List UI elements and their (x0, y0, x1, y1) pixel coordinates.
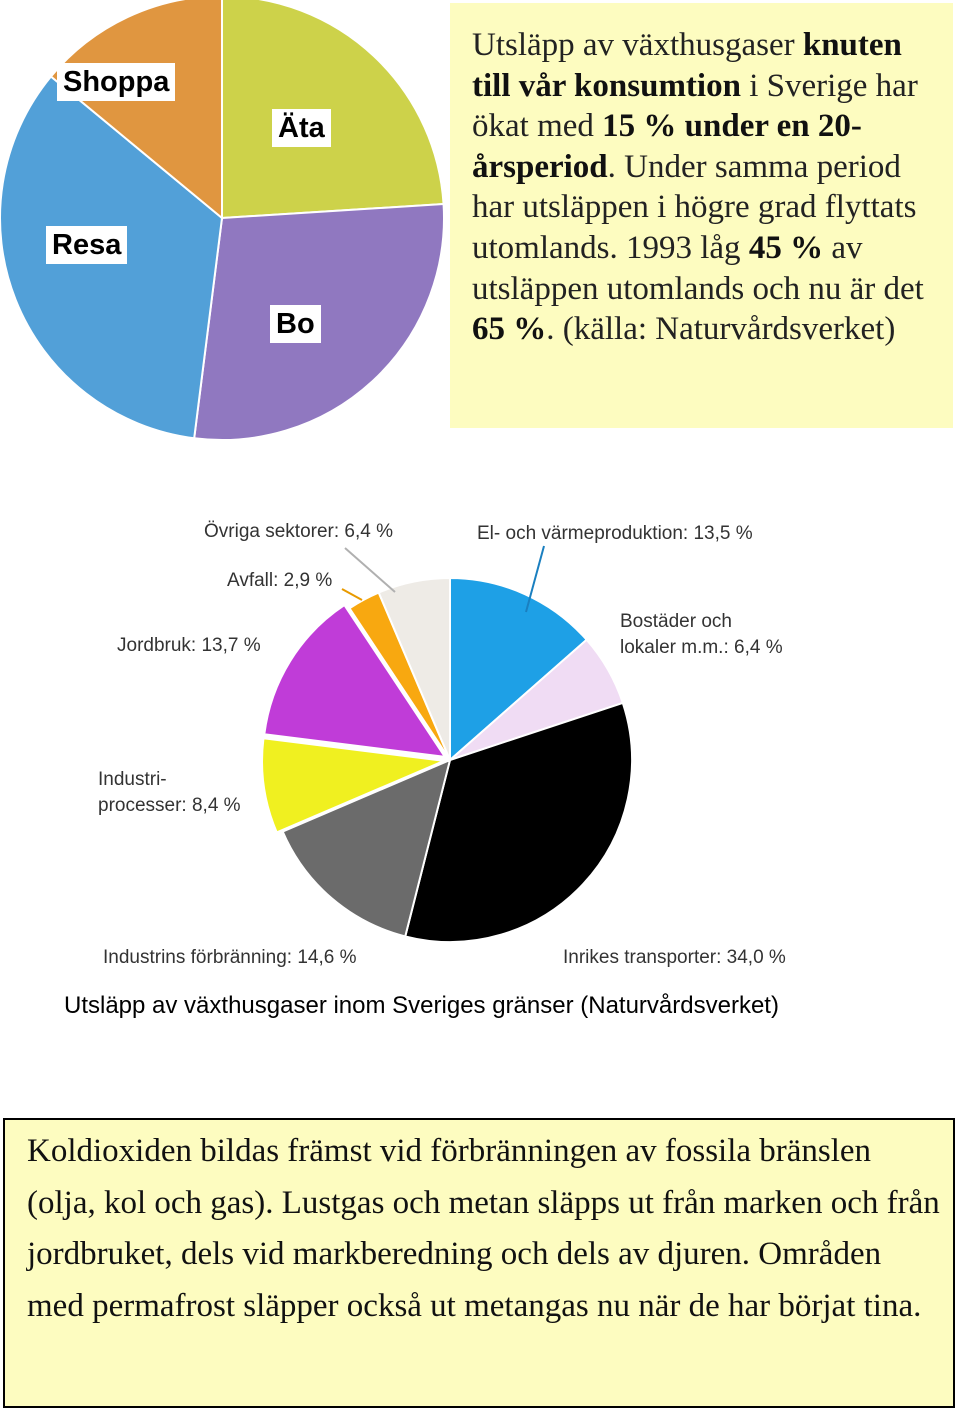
sector-label-industri-line2: processer: 8,4 % (98, 795, 241, 816)
leader-line-ovriga (344, 547, 396, 593)
sector-label-jordbruk: Jordbruk: 13,7 % (117, 635, 261, 656)
leader-line-el (525, 545, 545, 613)
pie-slice-äta (221, 0, 445, 220)
info-bold: 15 % under en 20-årsperiod (472, 108, 862, 185)
info-text: . Under samma period har utsläppen i hög… (472, 148, 917, 266)
consumption-info-box: Utsläpp av växthusgaser knuten till vår … (450, 3, 953, 428)
info-bold: 45 % (748, 229, 824, 266)
sector-label-ovriga: Övriga sektorer: 6,4 % (204, 521, 393, 542)
slice-label-resa: Resa (46, 226, 128, 264)
info-text: . (källa: Naturvårdsverket) (546, 311, 896, 348)
slice-label-ata: Äta (272, 109, 331, 147)
explanation-box: Koldioxiden bildas främst vid förbrännin… (3, 1118, 955, 1408)
sector-label-inrikes: Inrikes transporter: 34,0 % (563, 947, 786, 968)
pie-slice-el-och-värmeproduktion (449, 576, 589, 763)
sector-label-bostader-line1: Bostäder och (620, 611, 732, 632)
info-bold: 65 % (472, 311, 547, 348)
info-bold: knuten till vår konsumtion (472, 27, 902, 104)
pie-slice-jordbruk (263, 603, 447, 759)
explanation-text: Koldioxiden bildas främst vid förbrännin… (27, 1133, 940, 1324)
slice-label-shoppa: Shoppa (57, 63, 176, 101)
sector-label-bostader-line2: lokaler m.m.: 6,4 % (620, 637, 783, 658)
info-text: av utsläppen utom­lands och nu är det (472, 229, 924, 307)
pie-slice-industrins-förbränning (281, 758, 452, 938)
chart-caption: Utsläpp av växthusgaser inom Sveriges gr… (64, 992, 779, 1019)
sector-label-industri-line1: Industri- (98, 769, 167, 790)
pie-slice-inrikes-transporter (404, 701, 633, 943)
pie-slice-industri-processer (261, 737, 448, 834)
sector-label-el: El- och värmeproduktion: 13,5 % (477, 523, 753, 544)
info-text: i Sverige har ökat med (472, 67, 918, 145)
pie-slice-övriga-sektorer (377, 576, 451, 761)
sector-pie-chart: Övriga sektorer: 6,4 % El- och värmeprod… (98, 521, 786, 968)
slice-label-bo: Bo (270, 305, 321, 343)
info-text: Utsläpp av växthusgaser (472, 27, 803, 63)
sector-label-industrins: Industrins förbränning: 14,6 % (103, 947, 357, 968)
leader-line-avfall (341, 588, 363, 601)
sector-label-avfall: Avfall: 2,9 % (227, 570, 332, 591)
